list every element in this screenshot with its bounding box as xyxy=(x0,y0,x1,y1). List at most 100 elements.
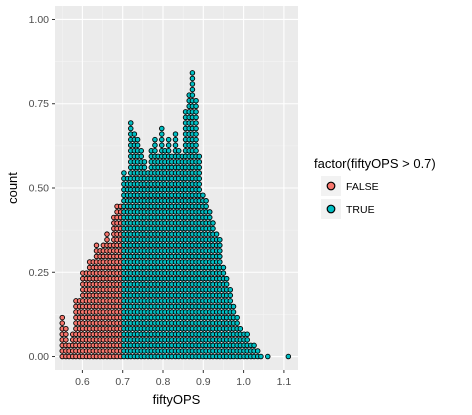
dot-true xyxy=(254,348,261,354)
dot-true xyxy=(220,264,227,271)
dot-true xyxy=(172,131,179,137)
dot-true xyxy=(196,170,203,176)
dot-true xyxy=(234,320,240,326)
dot-true xyxy=(193,125,199,132)
dot-false xyxy=(59,320,66,326)
legend-dot-true xyxy=(326,204,336,214)
dot-true xyxy=(196,186,203,193)
dot-true xyxy=(217,259,223,265)
dot-true xyxy=(141,164,148,171)
dot-true xyxy=(189,75,196,82)
dot-false xyxy=(93,242,100,249)
dot-true xyxy=(210,225,216,232)
dot-true xyxy=(152,142,158,148)
dot-true xyxy=(193,120,199,126)
y-tick-label: 1.00 xyxy=(29,14,50,26)
dot-true xyxy=(193,109,199,115)
dot-true xyxy=(175,148,182,154)
x-tick-label: 0.6 xyxy=(75,376,90,388)
y-tick-label: 0.75 xyxy=(29,98,50,110)
dot-true xyxy=(165,142,172,148)
dot-true xyxy=(128,120,134,126)
dot-false xyxy=(104,231,110,237)
dot-false xyxy=(104,236,110,243)
dot-true xyxy=(165,148,172,154)
dot-true xyxy=(217,236,223,243)
dot-true xyxy=(134,142,141,148)
dot-true xyxy=(141,159,148,165)
dot-true xyxy=(121,170,127,176)
dot-true xyxy=(196,159,203,165)
dot-false xyxy=(63,331,69,338)
dot-true xyxy=(196,153,203,160)
dot-true xyxy=(244,337,250,343)
dot-true xyxy=(152,136,158,143)
dot-true xyxy=(193,142,199,148)
dot-true xyxy=(189,92,196,98)
y-tick-label: 0.25 xyxy=(29,267,50,279)
dot-true xyxy=(138,153,144,160)
dot-true xyxy=(193,97,199,104)
dot-true xyxy=(203,203,209,210)
dot-true xyxy=(227,292,234,299)
dot-true xyxy=(223,275,230,282)
dot-true xyxy=(189,86,196,93)
dot-true xyxy=(172,142,179,148)
x-tick-label: 0.8 xyxy=(156,376,171,388)
x-axis: 0.6 0.7 0.8 0.9 1.0 1.1 xyxy=(75,370,291,388)
legend-dot-false xyxy=(326,181,336,191)
dot-true xyxy=(159,131,165,137)
dot-true xyxy=(251,342,257,349)
dot-true xyxy=(217,253,223,260)
legend-label-false: FALSE xyxy=(346,181,379,193)
dot-true xyxy=(196,164,203,171)
x-tick-label: 1.1 xyxy=(277,376,292,388)
dot-true xyxy=(189,70,196,76)
dot-true xyxy=(172,136,179,143)
dot-true xyxy=(206,209,213,215)
dot-true xyxy=(193,131,199,137)
dot-true xyxy=(227,298,234,304)
legend-title: factor(fiftyOPS > 0.7) xyxy=(314,156,436,171)
dot-true xyxy=(134,136,141,143)
dot-true xyxy=(128,125,134,132)
dot-false xyxy=(63,337,69,343)
x-tick-label: 1.0 xyxy=(236,376,251,388)
dot-true xyxy=(210,220,216,226)
legend-label-true: TRUE xyxy=(346,204,375,216)
dot-true xyxy=(230,303,237,310)
dot-true xyxy=(220,270,227,276)
dot-false xyxy=(63,325,69,332)
dot-true xyxy=(227,287,234,293)
dot-true xyxy=(193,103,199,110)
dot-true xyxy=(138,148,144,154)
y-axis-title: count xyxy=(5,172,20,204)
dot-true xyxy=(230,309,237,315)
dot-true xyxy=(237,325,244,332)
dot-true xyxy=(213,231,220,237)
dot-false xyxy=(59,314,66,321)
y-tick-label: 0.00 xyxy=(29,351,50,363)
dot-true xyxy=(200,192,206,198)
y-tick-label: 0.50 xyxy=(29,183,50,195)
dot-true xyxy=(159,125,165,132)
dot-true xyxy=(193,148,199,154)
dot-true xyxy=(152,148,158,154)
x-axis-title: fiftyOPS xyxy=(153,392,201,407)
dot-true xyxy=(165,136,172,143)
dot-true xyxy=(159,136,165,143)
dot-true xyxy=(258,353,264,360)
y-axis: 0.00 0.25 0.50 0.75 1.00 xyxy=(29,14,55,363)
dot-true xyxy=(196,175,203,182)
dot-true xyxy=(196,181,203,187)
dot-true xyxy=(193,136,199,143)
dot-true xyxy=(193,114,199,121)
x-tick-label: 0.7 xyxy=(115,376,130,388)
dot-true xyxy=(244,331,250,338)
legend: factor(fiftyOPS > 0.7) FALSE TRUE xyxy=(314,156,436,219)
dot-true xyxy=(285,353,292,360)
dot-true xyxy=(234,314,240,321)
dot-true xyxy=(203,198,209,204)
dot-true xyxy=(223,281,230,287)
